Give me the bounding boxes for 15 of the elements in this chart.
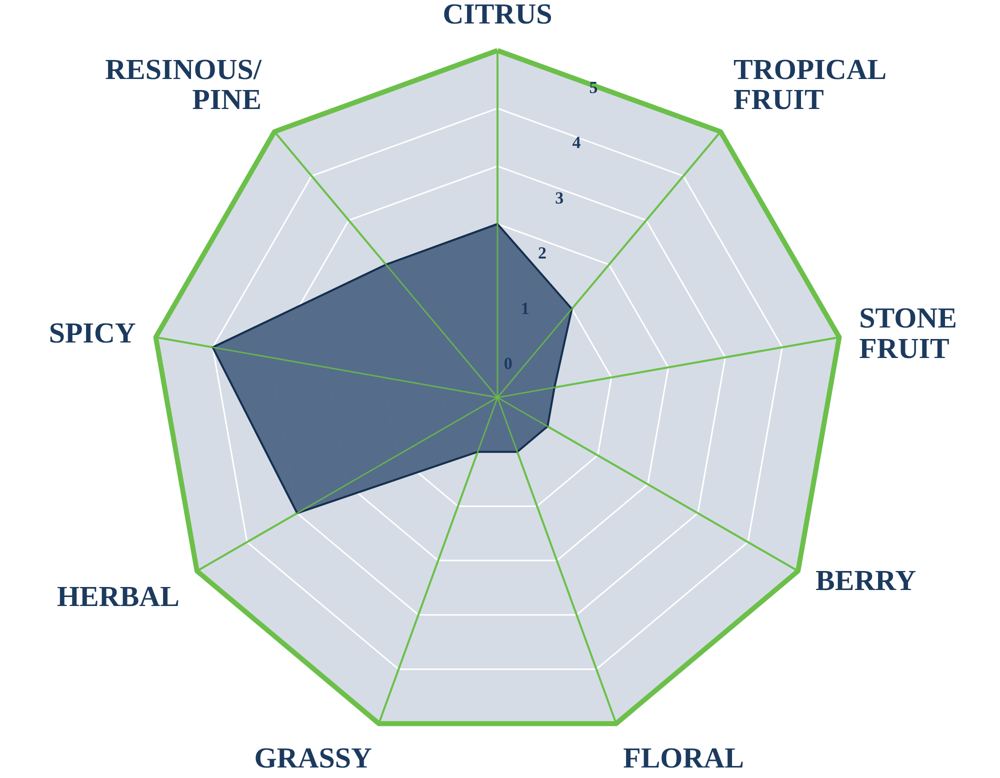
- spoke-label: HERBAL: [56, 581, 180, 614]
- spoke-label: RESINOUS/ PINE: [105, 54, 262, 116]
- y-tick-label: 4: [572, 133, 582, 152]
- y-tick-label: 1: [520, 298, 530, 318]
- y-tick-label: 2: [538, 244, 547, 263]
- y-tick-label: 0: [504, 354, 512, 374]
- spoke-label: TROPICAL FRUIT: [734, 54, 887, 116]
- spoke-label: STONE FRUIT: [859, 302, 957, 365]
- spoke-label: BERRY: [816, 565, 916, 598]
- spoke-label: CITRUS: [442, 0, 552, 30]
- y-tick-label: 3: [555, 188, 564, 208]
- spoke-label: GRASSY: [254, 742, 372, 775]
- spoke-label: FLORAL: [623, 742, 744, 775]
- spoke-label: SPICY: [48, 318, 136, 350]
- y-tick-label: 5: [589, 78, 598, 97]
